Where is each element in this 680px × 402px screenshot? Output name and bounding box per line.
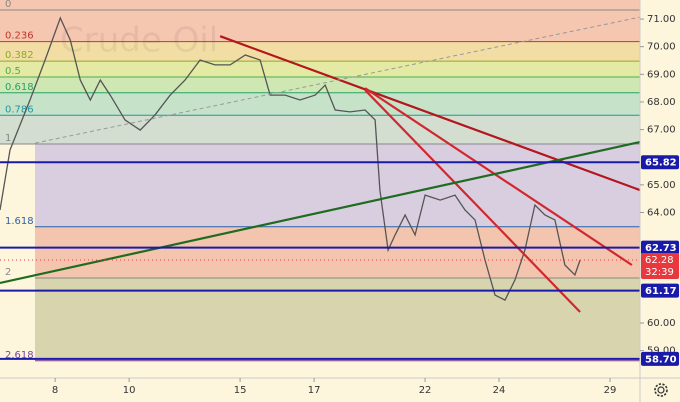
- trend-line: [219, 35, 640, 192]
- level-box: [641, 283, 679, 298]
- x-tick-label: 29: [604, 385, 617, 396]
- last-price-box: [641, 253, 679, 280]
- y-tick-label: 71.00: [647, 14, 676, 25]
- y-tick-label: 60.00: [647, 318, 676, 329]
- fib-band: [35, 226, 640, 278]
- x-tick-label: 22: [419, 385, 432, 396]
- level-label: 65.82: [645, 158, 677, 169]
- fib-label: 0.236: [5, 31, 34, 42]
- fib-band: [0, 0, 640, 10]
- y-tick-label: 69.00: [647, 69, 676, 80]
- level-label: 61.17: [645, 286, 677, 297]
- fib-band: [35, 143, 640, 227]
- trend-line: [364, 89, 581, 313]
- level-box: [641, 155, 679, 170]
- level-box: [641, 240, 679, 255]
- trend-line: [35, 16, 640, 144]
- fib-band: [35, 277, 640, 361]
- y-tick-label: 65.00: [647, 180, 676, 191]
- x-tick-label: 8: [52, 385, 58, 396]
- y-tick-label: 59.00: [647, 346, 676, 357]
- y-tick-label: 68.00: [647, 97, 676, 108]
- fib-label: 0.382: [5, 50, 34, 61]
- fib-band: [0, 61, 640, 77]
- settings-icon[interactable]: [654, 383, 668, 397]
- x-tick-label: 15: [234, 385, 247, 396]
- price-axis: [640, 0, 680, 402]
- plot-area: Crude Oil 0 0.236 0.382 0.5 0.618 0.786 1 1.618 2…: [0, 0, 640, 362]
- fib-label: 1: [5, 133, 11, 144]
- level-label: 62.73: [645, 243, 677, 254]
- fib-label: 0.618: [5, 82, 34, 93]
- y-tick-label: 70.00: [647, 42, 676, 53]
- last-price-label: 62.28: [645, 255, 674, 266]
- countdown: 32:39: [645, 267, 674, 278]
- x-tick-label: 17: [308, 385, 321, 396]
- watermark: Crude Oil: [60, 21, 218, 61]
- fib-label: 2.618: [5, 350, 34, 361]
- fib-band: [0, 115, 640, 144]
- y-tick-label: 64.00: [647, 207, 676, 218]
- trend-line: [0, 140, 640, 285]
- trend-line: [364, 87, 633, 266]
- fib-label: 0.5: [5, 66, 21, 77]
- x-tick-label: 10: [123, 385, 136, 396]
- level-label: 58.70: [645, 354, 677, 365]
- fib-band: [0, 9, 640, 42]
- y-tick-label: 67.00: [647, 125, 676, 136]
- fib-label: 1.618: [5, 216, 34, 227]
- fib-label: 0: [5, 0, 11, 10]
- fib-band: [0, 92, 640, 116]
- fib-band: [0, 41, 640, 62]
- fib-label: 2: [5, 267, 11, 278]
- level-box: [641, 351, 679, 366]
- price-line: [0, 16, 581, 301]
- fib-band: [0, 76, 640, 93]
- fib-label: 0.786: [5, 104, 34, 115]
- x-tick-label: 24: [493, 385, 506, 396]
